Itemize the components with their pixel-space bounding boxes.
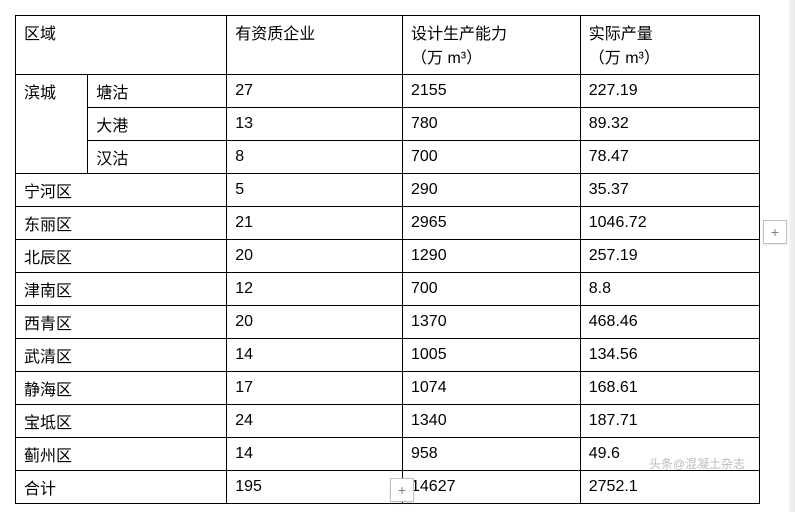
- cell-region: 宝坻区: [16, 405, 227, 438]
- cell-capacity: 290: [403, 174, 581, 207]
- cell-companies: 14: [227, 339, 403, 372]
- header-capacity: 设计生产能力 （万 m³）: [403, 16, 581, 75]
- cell-capacity: 780: [403, 108, 581, 141]
- watermark-text: 头条@混凝土杂志: [649, 455, 745, 472]
- cell-output: 468.46: [580, 306, 759, 339]
- header-companies: 有资质企业: [227, 16, 403, 75]
- cell-companies: 17: [227, 372, 403, 405]
- scrollbar-area: [789, 0, 795, 512]
- total-label: 合计: [16, 471, 227, 504]
- cell-output: 35.37: [580, 174, 759, 207]
- cell-sub: 汉沽: [88, 141, 227, 174]
- header-output-line2: （万 m³）: [589, 50, 660, 67]
- cell-output: 78.47: [580, 141, 759, 174]
- table-row: 武清区141005134.56: [16, 339, 760, 372]
- cell-companies: 5: [227, 174, 403, 207]
- header-output-line1: 实际产量: [589, 26, 653, 43]
- cell-companies: 13: [227, 108, 403, 141]
- cell-capacity: 2965: [403, 207, 581, 240]
- table-row: 滨城 塘沽 27 2155 227.19: [16, 75, 760, 108]
- data-table: 区域 有资质企业 设计生产能力 （万 m³） 实际产量 （万 m³） 滨城 塘沽…: [15, 15, 760, 504]
- cell-region: 津南区: [16, 273, 227, 306]
- cell-output: 187.71: [580, 405, 759, 438]
- table-row: 汉沽 8 700 78.47: [16, 141, 760, 174]
- cell-capacity: 700: [403, 273, 581, 306]
- cell-output: 8.8: [580, 273, 759, 306]
- cell-companies: 20: [227, 306, 403, 339]
- cell-companies: 14: [227, 438, 403, 471]
- cell-capacity: 1005: [403, 339, 581, 372]
- cell-capacity: 958: [403, 438, 581, 471]
- cell-region: 西青区: [16, 306, 227, 339]
- plus-icon[interactable]: +: [390, 478, 414, 502]
- bincheng-cell: 滨城: [16, 75, 88, 174]
- table-total-row: 合计 195 14627 2752.1: [16, 471, 760, 504]
- table-row: 北辰区201290257.19: [16, 240, 760, 273]
- cell-companies: 20: [227, 240, 403, 273]
- table-row: 宁河区529035.37: [16, 174, 760, 207]
- header-output: 实际产量 （万 m³）: [580, 16, 759, 75]
- cell-capacity: 1370: [403, 306, 581, 339]
- table-row: 静海区171074168.61: [16, 372, 760, 405]
- cell-output: 89.32: [580, 108, 759, 141]
- cell-companies: 24: [227, 405, 403, 438]
- cell-capacity: 1290: [403, 240, 581, 273]
- cell-sub: 大港: [88, 108, 227, 141]
- cell-output: 134.56: [580, 339, 759, 372]
- cell-sub: 塘沽: [88, 75, 227, 108]
- cell-capacity: 1074: [403, 372, 581, 405]
- plus-icon[interactable]: +: [763, 220, 787, 244]
- cell-output: 257.19: [580, 240, 759, 273]
- cell-region: 宁河区: [16, 174, 227, 207]
- table-row: 大港 13 780 89.32: [16, 108, 760, 141]
- header-capacity-line1: 设计生产能力: [411, 26, 507, 43]
- cell-capacity: 2155: [403, 75, 581, 108]
- cell-region: 武清区: [16, 339, 227, 372]
- cell-region: 东丽区: [16, 207, 227, 240]
- table-header-row: 区域 有资质企业 设计生产能力 （万 m³） 实际产量 （万 m³）: [16, 16, 760, 75]
- cell-output: 168.61: [580, 372, 759, 405]
- cell-region: 北辰区: [16, 240, 227, 273]
- cell-output: 227.19: [580, 75, 759, 108]
- cell-region: 蓟州区: [16, 438, 227, 471]
- cell-companies: 8: [227, 141, 403, 174]
- cell-companies: 21: [227, 207, 403, 240]
- cell-output: 1046.72: [580, 207, 759, 240]
- table-row: 西青区201370468.46: [16, 306, 760, 339]
- header-capacity-line2: （万 m³）: [411, 50, 482, 67]
- total-companies: 195: [227, 471, 403, 504]
- table-row: 宝坻区241340187.71: [16, 405, 760, 438]
- cell-capacity: 1340: [403, 405, 581, 438]
- table-row: 东丽区2129651046.72: [16, 207, 760, 240]
- total-capacity: 14627: [403, 471, 581, 504]
- header-region: 区域: [16, 16, 227, 75]
- total-output: 2752.1: [580, 471, 759, 504]
- table-row: 津南区127008.8: [16, 273, 760, 306]
- cell-companies: 12: [227, 273, 403, 306]
- cell-capacity: 700: [403, 141, 581, 174]
- cell-companies: 27: [227, 75, 403, 108]
- cell-region: 静海区: [16, 372, 227, 405]
